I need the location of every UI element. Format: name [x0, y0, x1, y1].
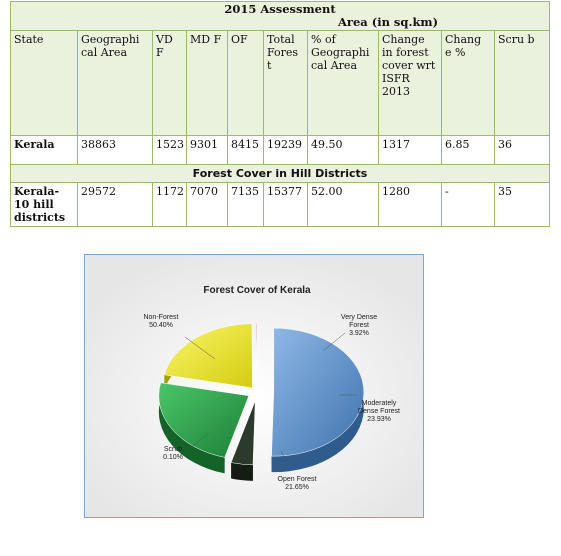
pie-slice: [163, 323, 253, 389]
column-header: Geographi cal Area: [77, 30, 153, 136]
table-cell: 7135: [227, 182, 264, 227]
slice-label: Moderately Dense Forest 23.93%: [358, 400, 400, 423]
table-cell: 52.00: [307, 182, 379, 227]
column-header: VD F: [152, 30, 187, 136]
pie-slice: [256, 324, 258, 389]
slice-label: Very Dense Forest 3.92%: [341, 314, 377, 337]
table-cell: 1172: [152, 182, 187, 227]
slice-label: Scrub 0.10%: [163, 446, 183, 461]
table-cell: 1523: [152, 135, 187, 165]
table-cell: 1280: [378, 182, 442, 227]
table-cell: 35: [493, 182, 551, 227]
column-header: State: [10, 30, 78, 136]
row-header-cell: Kerala: [10, 135, 78, 165]
leader-line: [184, 336, 216, 360]
table-unit: Area (in sq.km): [338, 15, 439, 29]
table-cell: 29572: [77, 182, 153, 227]
column-header: OF: [227, 30, 264, 136]
pie-slice: [271, 327, 365, 457]
leader-line: [188, 432, 210, 450]
table-cell: 7070: [186, 182, 228, 227]
column-header: Total Fores t: [263, 30, 308, 136]
slice-label: Open Forest 21.65%: [278, 476, 317, 491]
table-cell: -: [441, 182, 495, 227]
forest-assessment-table: 2015 Assessment Area (in sq.km) State Geo…: [9, 1, 551, 227]
table-cell: 15377: [263, 182, 308, 227]
table-cell: 19239: [263, 135, 308, 165]
section-title: Forest Cover in Hill Districts: [9, 164, 551, 183]
slice-label: Non-Forest 50.40%: [143, 314, 178, 329]
table-title-cell: 2015 Assessment Area (in sq.km): [9, 1, 551, 31]
leader-line: [322, 332, 346, 352]
table-row: Kerala-10 hill districts 29572 1172 7070 713…: [10, 182, 551, 227]
column-header: Scru b: [493, 30, 551, 136]
pie-slice-side: [231, 462, 253, 481]
table-header-row: State Geographi cal Area VD F MD F OF Total F…: [10, 30, 551, 136]
pie-chart: Forest Cover of Kerala Non-Forest 50.40% V…: [85, 255, 423, 517]
table-row: Kerala 38863 1523 9301 8415 19239 49.50 1317 6.8…: [10, 135, 551, 165]
row-header-cell: Kerala-10 hill districts: [10, 182, 78, 227]
table-cell: 6.85: [441, 135, 495, 165]
table-cell: 38863: [77, 135, 153, 165]
table-cell: 1317: [378, 135, 442, 165]
leader-line: [280, 450, 290, 468]
pie-slice: [158, 382, 250, 458]
table-cell: 36: [493, 135, 551, 165]
chart-title: Forest Cover of Kerala: [203, 285, 311, 296]
column-header: MD F: [186, 30, 228, 136]
forest-cover-chart: Forest Cover of Kerala Non-Forest 50.40% V…: [84, 254, 424, 518]
table-cell: 9301: [186, 135, 228, 165]
column-header: % of Geographi cal Area: [307, 30, 379, 136]
pie-slice: [230, 400, 256, 466]
column-header: Chang e %: [441, 30, 495, 136]
table-title: 2015 Assessment: [224, 2, 336, 16]
pie-slice-side: [158, 382, 225, 474]
column-header: Change in forest cover wrt ISFR 2013: [378, 30, 442, 136]
table-cell: 8415: [227, 135, 264, 165]
table-cell: 49.50: [307, 135, 379, 165]
